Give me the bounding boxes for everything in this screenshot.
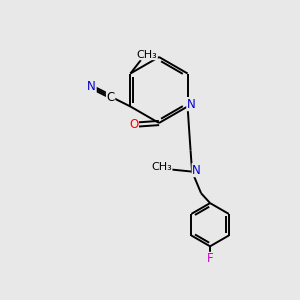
Text: N: N bbox=[87, 80, 96, 94]
Text: N: N bbox=[187, 98, 196, 111]
Text: O: O bbox=[129, 118, 138, 131]
Text: CH₃: CH₃ bbox=[136, 50, 157, 60]
Text: CH₃: CH₃ bbox=[151, 162, 172, 172]
Text: N: N bbox=[192, 164, 201, 177]
Text: C: C bbox=[106, 91, 115, 104]
Text: F: F bbox=[207, 252, 213, 266]
